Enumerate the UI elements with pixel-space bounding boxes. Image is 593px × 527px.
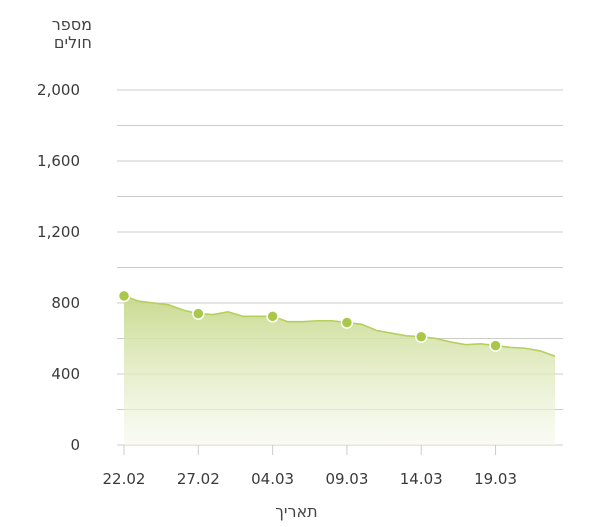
x-tick-label: 14.03: [400, 470, 443, 488]
series-area: [123, 295, 556, 445]
y-tick-label: 1,200: [37, 223, 80, 241]
x-tick-label: 09.03: [325, 470, 368, 488]
y-tick-label: 1,600: [37, 152, 80, 170]
x-tick-label: 27.02: [177, 470, 220, 488]
x-tick-label: 22.02: [103, 470, 146, 488]
y-tick-label: 2,000: [37, 81, 80, 99]
x-tick-label: 19.03: [474, 470, 517, 488]
y-tick-label: 800: [51, 294, 80, 312]
area-fill: [124, 295, 555, 445]
y-axis-ticks: 0 400 800 1,200 1,600 2,000: [37, 81, 80, 454]
x-tick-label: 04.03: [251, 470, 294, 488]
data-point-marker[interactable]: [117, 289, 131, 303]
data-point-marker[interactable]: [340, 316, 354, 329]
data-point-marker[interactable]: [266, 310, 279, 323]
x-axis-ticks: 22.02 27.02 04.03 09.03 14.03 19.03: [103, 445, 517, 488]
series-markers: [117, 289, 502, 352]
data-point-marker[interactable]: [489, 339, 502, 352]
x-axis-label: תאריך: [275, 502, 318, 521]
data-point-marker[interactable]: [192, 307, 205, 320]
y-axis-label: מספר חולים: [32, 16, 92, 52]
y-tick-label: 400: [51, 365, 80, 383]
y-axis-label-line1: מספר: [51, 15, 92, 34]
y-tick-label: 0: [70, 436, 80, 454]
y-axis-label-line2: חולים: [53, 33, 92, 52]
data-point-marker[interactable]: [414, 330, 428, 343]
